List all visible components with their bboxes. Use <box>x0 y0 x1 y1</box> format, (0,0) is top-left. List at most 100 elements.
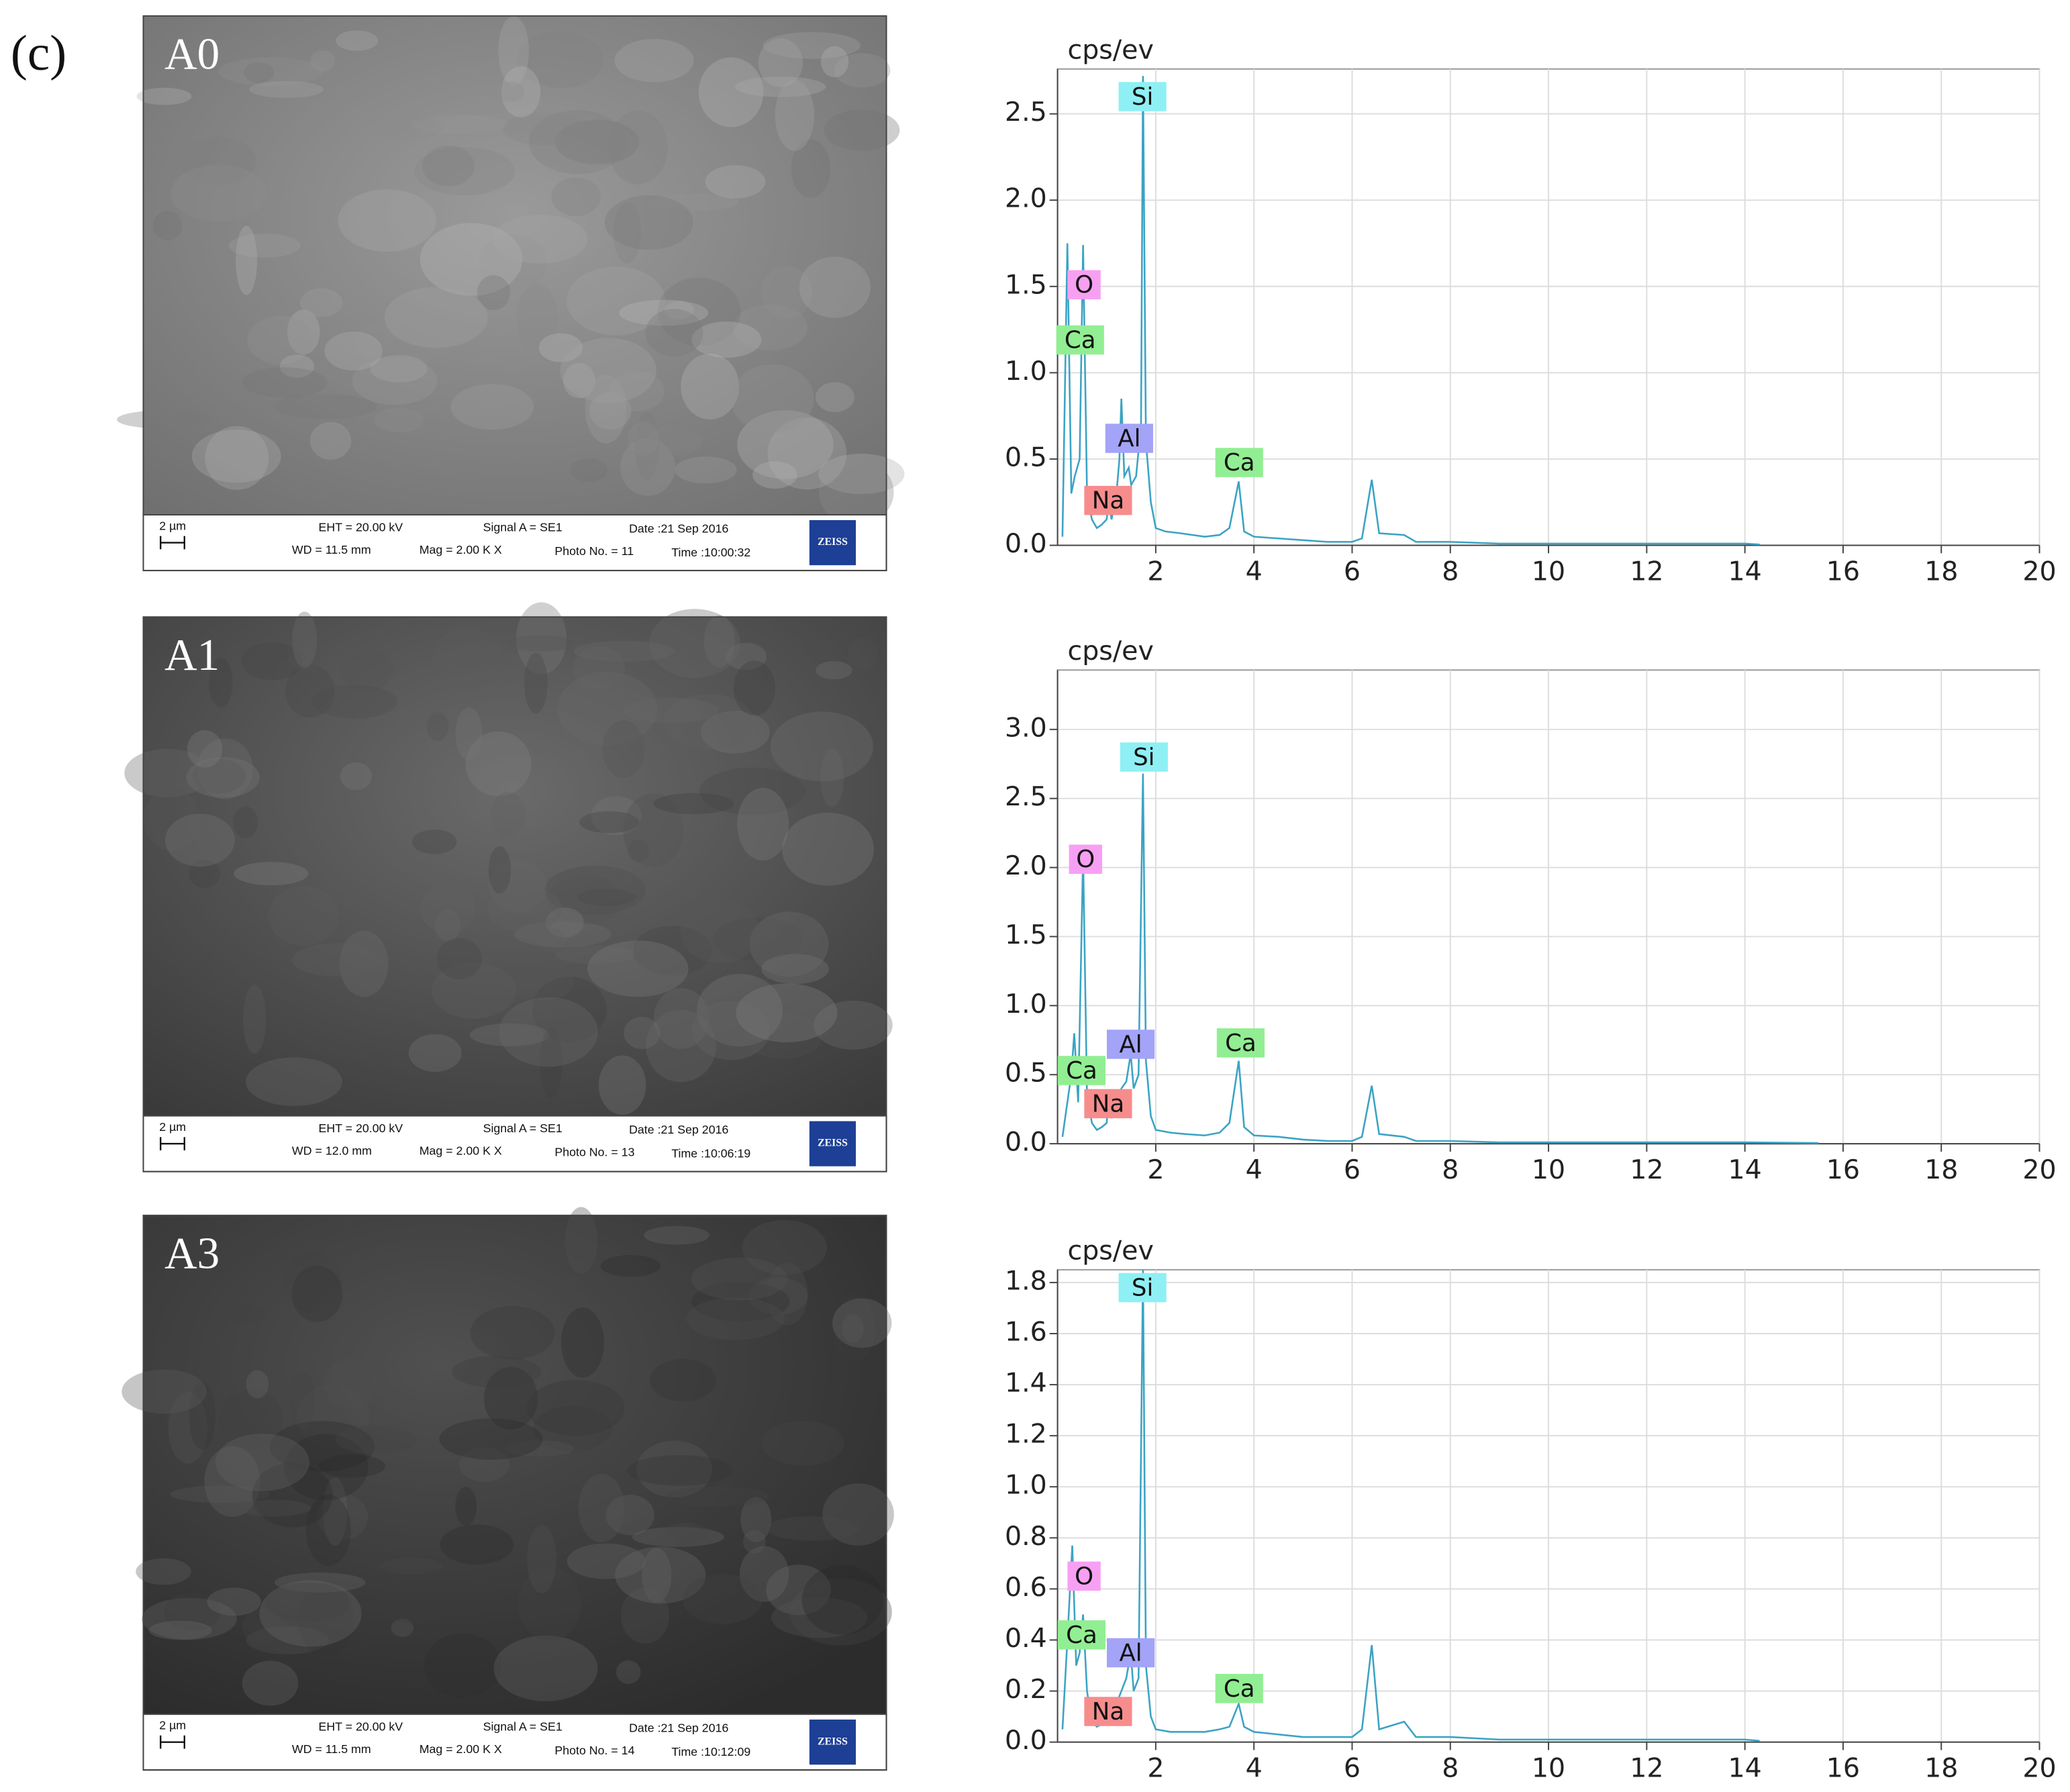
sem-texture <box>269 1421 375 1472</box>
y-tick-label: 2.5 <box>1005 97 1047 128</box>
sem-texture <box>117 410 212 429</box>
sem-texture <box>735 77 826 97</box>
x-tick-label: 20 <box>2022 1154 2056 1185</box>
sem-texture <box>570 458 608 482</box>
sem-scale-bar <box>160 536 185 550</box>
sem-texture <box>712 917 803 961</box>
sem-info: WD = 11.5 mm <box>292 1742 371 1756</box>
peak-label: Na <box>1092 487 1124 515</box>
sem-texture <box>736 983 838 1043</box>
sem-logo: ZEISS <box>818 1138 848 1149</box>
sem-logo-box <box>809 519 856 566</box>
sem-texture <box>528 110 627 175</box>
sem-texture <box>620 1587 670 1644</box>
sem-frame <box>142 15 887 572</box>
sem-texture <box>598 1055 646 1115</box>
sem-info: Time :10:00:32 <box>671 546 750 559</box>
sem-texture <box>816 382 854 412</box>
sem-texture <box>381 1591 446 1624</box>
sem-texture <box>233 806 258 839</box>
sem-texture <box>799 256 871 318</box>
sem-scale-bar <box>160 1137 185 1150</box>
sem-texture <box>310 50 336 72</box>
sem-texture <box>771 1597 868 1638</box>
y-tick-label: 0.5 <box>1005 1058 1047 1089</box>
peak-label: O <box>1075 271 1093 299</box>
sem-texture <box>516 602 567 675</box>
sem-texture <box>789 1578 892 1646</box>
sem-texture <box>540 1027 562 1099</box>
sem-texture <box>186 757 260 798</box>
sem-texture <box>737 410 834 479</box>
sem-texture <box>566 266 666 336</box>
x-tick-label: 10 <box>1532 556 1565 587</box>
sem-texture <box>142 1597 237 1640</box>
peak-label-box <box>1056 325 1104 355</box>
sem-texture <box>642 1548 672 1603</box>
sem-texture <box>285 664 335 718</box>
x-tick-label: 2 <box>1147 1154 1164 1185</box>
sem-texture <box>242 367 328 398</box>
sem-texture <box>749 911 829 977</box>
sem-texture <box>452 1356 541 1388</box>
sem-texture <box>758 38 803 87</box>
sem-texture <box>762 32 861 59</box>
sem-texture <box>600 1254 661 1277</box>
sem-info: WD = 12.0 mm <box>292 1144 372 1158</box>
x-tick-label: 8 <box>1442 556 1459 587</box>
sem-texture <box>268 885 339 946</box>
sem-texture <box>633 926 712 976</box>
peak-label: Ca <box>1224 1675 1255 1703</box>
sem-texture <box>228 234 301 258</box>
sem-texture <box>607 110 669 185</box>
y-tick-label: 1.0 <box>1005 1470 1047 1501</box>
sem-texture <box>697 974 783 1047</box>
sem-texture <box>309 421 352 460</box>
sem-texture <box>143 787 201 851</box>
sem-texture <box>432 628 502 690</box>
sem-texture <box>222 1304 264 1324</box>
sem-info: EHT = 20.00 kV <box>318 521 403 534</box>
x-tick-label: 4 <box>1246 556 1263 587</box>
sem-texture <box>483 1366 538 1430</box>
sem-texture <box>317 1493 368 1540</box>
x-tick-label: 18 <box>1924 1154 1958 1185</box>
sem-texture <box>136 87 192 105</box>
sem-texture <box>737 787 789 861</box>
sem-info: Mag = 2.00 K X <box>420 1742 502 1756</box>
sem-texture <box>587 940 689 997</box>
sem-texture <box>791 139 831 198</box>
sem-texture <box>653 988 709 1049</box>
sem-texture <box>765 1516 858 1541</box>
sem-texture <box>408 1034 462 1072</box>
sem-info: EHT = 20.00 kV <box>318 1720 403 1734</box>
x-tick-label: 2 <box>1147 1753 1164 1784</box>
sem-texture <box>465 731 532 797</box>
sem-texture <box>517 31 604 89</box>
sem-texture <box>742 1219 828 1275</box>
peak-label-box <box>1057 1620 1106 1650</box>
sem-info: WD = 11.5 mm <box>292 543 371 556</box>
sem-texture <box>761 1420 844 1466</box>
sem-texture <box>355 317 456 364</box>
sem-texture <box>455 707 483 761</box>
sem-texture <box>644 1226 709 1245</box>
sem-texture <box>683 1573 763 1624</box>
sem-texture <box>168 1392 208 1464</box>
x-tick-label: 16 <box>1826 1154 1860 1185</box>
sem-texture <box>124 748 211 798</box>
sem-texture <box>648 609 740 679</box>
sem-info: Date :21 Sep 2016 <box>629 1123 728 1136</box>
peak-label-box <box>1105 424 1153 453</box>
x-tick-label: 2 <box>1147 556 1164 587</box>
sem-texture <box>564 1207 598 1274</box>
sem-texture <box>632 1527 724 1547</box>
sem-texture <box>560 1307 604 1378</box>
y-tick-label: 0.2 <box>1005 1674 1047 1705</box>
sem-texture <box>680 900 760 964</box>
sem-texture <box>205 426 269 490</box>
sem-texture <box>193 758 246 793</box>
sem-texture <box>619 299 709 326</box>
spectrum-line <box>1061 773 1819 1144</box>
sem-texture <box>420 885 476 933</box>
